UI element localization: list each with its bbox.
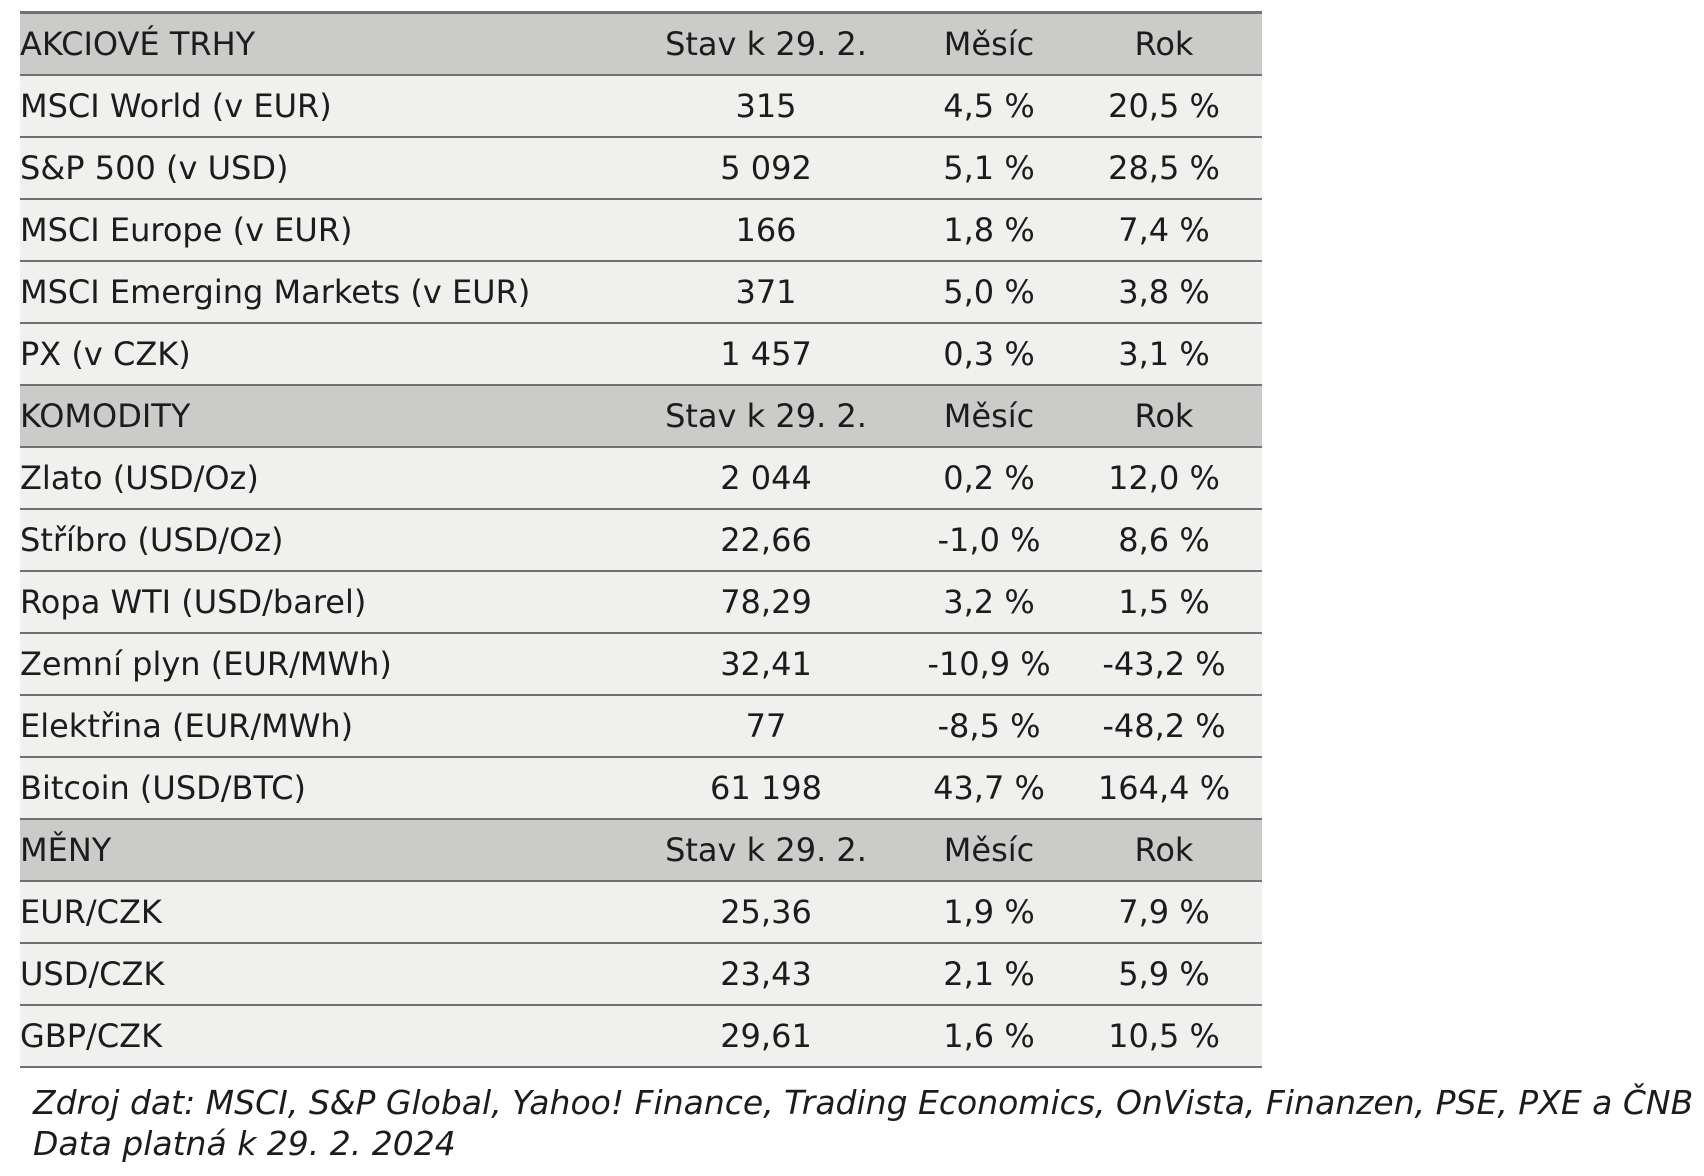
section-title: AKCIOVÉ TRHY [20, 12, 620, 75]
table-row: S&P 500 (v USD) 5 092 5,1 % 28,5 % [20, 137, 1262, 199]
row-month: 0,3 % [912, 323, 1066, 385]
row-label: PX (v CZK) [20, 323, 620, 385]
row-month: 5,0 % [912, 261, 1066, 323]
row-year: 7,4 % [1066, 199, 1262, 261]
row-month: 43,7 % [912, 757, 1066, 819]
row-month: -1,0 % [912, 509, 1066, 571]
column-header-year: Rok [1066, 819, 1262, 881]
table-row: Elektřina (EUR/MWh) 77 -8,5 % -48,2 % [20, 695, 1262, 757]
row-label: Elektřina (EUR/MWh) [20, 695, 620, 757]
row-year: -43,2 % [1066, 633, 1262, 695]
row-value: 371 [620, 261, 912, 323]
section-header-row: MĚNY Stav k 29. 2. Měsíc Rok [20, 819, 1262, 881]
row-month: 2,1 % [912, 943, 1066, 1005]
row-year: 7,9 % [1066, 881, 1262, 943]
row-month: 0,2 % [912, 447, 1066, 509]
column-header-value: Stav k 29. 2. [620, 12, 912, 75]
row-label: MSCI Emerging Markets (v EUR) [20, 261, 620, 323]
row-value: 78,29 [620, 571, 912, 633]
section-title: MĚNY [20, 819, 620, 881]
table-row: Ropa WTI (USD/barel) 78,29 3,2 % 1,5 % [20, 571, 1262, 633]
table-row: MSCI Emerging Markets (v EUR) 371 5,0 % … [20, 261, 1262, 323]
market-table-body: AKCIOVÉ TRHY Stav k 29. 2. Měsíc Rok MSC… [20, 12, 1262, 1067]
row-value: 25,36 [620, 881, 912, 943]
row-label: Bitcoin (USD/BTC) [20, 757, 620, 819]
row-label: S&P 500 (v USD) [20, 137, 620, 199]
row-label: Zlato (USD/Oz) [20, 447, 620, 509]
row-label: MSCI Europe (v EUR) [20, 199, 620, 261]
section-header-row: KOMODITY Stav k 29. 2. Měsíc Rok [20, 385, 1262, 447]
row-label: MSCI World (v EUR) [20, 75, 620, 137]
row-value: 2 044 [620, 447, 912, 509]
table-row: GBP/CZK 29,61 1,6 % 10,5 % [20, 1005, 1262, 1067]
row-value: 61 198 [620, 757, 912, 819]
footer-note: Zdroj dat: MSCI, S&P Global, Yahoo! Fina… [33, 1082, 1693, 1164]
row-value: 166 [620, 199, 912, 261]
section-title: KOMODITY [20, 385, 620, 447]
column-header-month: Měsíc [912, 819, 1066, 881]
row-year: 28,5 % [1066, 137, 1262, 199]
column-header-year: Rok [1066, 385, 1262, 447]
row-label: USD/CZK [20, 943, 620, 1005]
row-value: 315 [620, 75, 912, 137]
table-row: Zlato (USD/Oz) 2 044 0,2 % 12,0 % [20, 447, 1262, 509]
row-month: 4,5 % [912, 75, 1066, 137]
row-month: 1,8 % [912, 199, 1066, 261]
row-year: 5,9 % [1066, 943, 1262, 1005]
row-month: 1,6 % [912, 1005, 1066, 1067]
markets-summary-table: AKCIOVÉ TRHY Stav k 29. 2. Měsíc Rok MSC… [20, 11, 1262, 1068]
row-value: 1 457 [620, 323, 912, 385]
table-row: EUR/CZK 25,36 1,9 % 7,9 % [20, 881, 1262, 943]
row-year: 3,8 % [1066, 261, 1262, 323]
row-year: 8,6 % [1066, 509, 1262, 571]
row-value: 23,43 [620, 943, 912, 1005]
row-value: 32,41 [620, 633, 912, 695]
row-month: -8,5 % [912, 695, 1066, 757]
table-row: PX (v CZK) 1 457 0,3 % 3,1 % [20, 323, 1262, 385]
section-header-row: AKCIOVÉ TRHY Stav k 29. 2. Měsíc Rok [20, 12, 1262, 75]
table-row: Zemní plyn (EUR/MWh) 32,41 -10,9 % -43,2… [20, 633, 1262, 695]
row-month: 3,2 % [912, 571, 1066, 633]
row-year: 3,1 % [1066, 323, 1262, 385]
row-year: 20,5 % [1066, 75, 1262, 137]
column-header-month: Měsíc [912, 12, 1066, 75]
table-row: Bitcoin (USD/BTC) 61 198 43,7 % 164,4 % [20, 757, 1262, 819]
column-header-month: Měsíc [912, 385, 1066, 447]
row-year: 12,0 % [1066, 447, 1262, 509]
column-header-value: Stav k 29. 2. [620, 819, 912, 881]
data-validity-line: Data platná k 29. 2. 2024 [33, 1124, 456, 1163]
row-label: Zemní plyn (EUR/MWh) [20, 633, 620, 695]
row-month: -10,9 % [912, 633, 1066, 695]
row-year: 1,5 % [1066, 571, 1262, 633]
row-label: Stříbro (USD/Oz) [20, 509, 620, 571]
row-month: 5,1 % [912, 137, 1066, 199]
row-year: 10,5 % [1066, 1005, 1262, 1067]
row-month: 1,9 % [912, 881, 1066, 943]
row-year: 164,4 % [1066, 757, 1262, 819]
row-value: 22,66 [620, 509, 912, 571]
row-label: Ropa WTI (USD/barel) [20, 571, 620, 633]
table-row: Stříbro (USD/Oz) 22,66 -1,0 % 8,6 % [20, 509, 1262, 571]
row-value: 29,61 [620, 1005, 912, 1067]
column-header-year: Rok [1066, 12, 1262, 75]
row-value: 77 [620, 695, 912, 757]
row-label: EUR/CZK [20, 881, 620, 943]
table-row: MSCI World (v EUR) 315 4,5 % 20,5 % [20, 75, 1262, 137]
column-header-value: Stav k 29. 2. [620, 385, 912, 447]
row-label: GBP/CZK [20, 1005, 620, 1067]
table-row: MSCI Europe (v EUR) 166 1,8 % 7,4 % [20, 199, 1262, 261]
table-row: USD/CZK 23,43 2,1 % 5,9 % [20, 943, 1262, 1005]
data-source-line: Zdroj dat: MSCI, S&P Global, Yahoo! Fina… [33, 1083, 1694, 1122]
row-value: 5 092 [620, 137, 912, 199]
row-year: -48,2 % [1066, 695, 1262, 757]
